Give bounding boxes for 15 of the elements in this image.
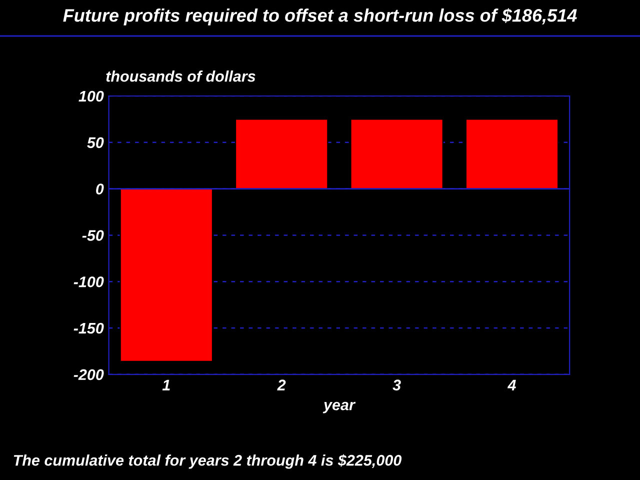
- y-tick-label: 0: [96, 184, 104, 194]
- y-tick-label: -200: [74, 369, 104, 380]
- x-tick-label: 2: [277, 380, 286, 390]
- y-tick-label: 50: [87, 137, 104, 148]
- text: The cumulative total for years 2 through 4 is $225,000: [14, 454, 402, 469]
- y-tick-label: 100: [78, 90, 104, 102]
- x-tick-label: 1: [162, 380, 170, 390]
- chart-title: Future profits required to offset a short-run loss of $186,514: [63, 8, 577, 26]
- y-tick-label: -150: [74, 322, 104, 334]
- x-tick-label: 4: [508, 380, 516, 390]
- x-tick-label: 3: [392, 380, 401, 390]
- y-axis-title: thousands of dollars: [106, 70, 256, 82]
- y-tick-label: -50: [82, 230, 104, 241]
- x-axis-title: year: [322, 402, 356, 414]
- y-tick-label: -100: [74, 276, 104, 288]
